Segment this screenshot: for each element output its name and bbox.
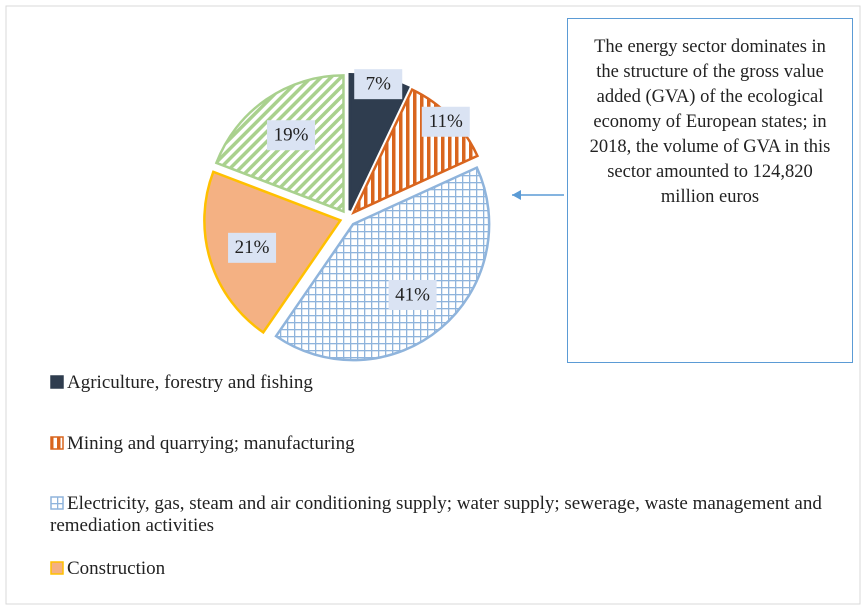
pie-slice (274, 165, 491, 362)
legend-entry: Agriculture, forestry and fishing (50, 372, 840, 394)
data-label: 7% (366, 74, 392, 95)
legend-swatch (50, 561, 64, 575)
labels: 7% 11% 41% 21% 19% (228, 69, 470, 310)
data-label: 11% (429, 111, 463, 132)
arrow-head (512, 190, 521, 200)
legend-entry: Electricity, gas, steam and air conditio… (50, 493, 840, 537)
label-box (228, 232, 277, 263)
label-box (267, 120, 316, 151)
legend-entry: Mining and quarrying; manufacturing (50, 433, 840, 455)
data-label: 41% (395, 284, 430, 305)
legend-entry: Construction (50, 558, 840, 580)
legend-swatch (50, 375, 64, 389)
label-box (388, 279, 437, 310)
legend-swatch (50, 496, 64, 510)
data-label: 19% (274, 125, 309, 146)
label-box (354, 69, 403, 100)
frame (5, 5, 861, 605)
legend-label: Mining and quarrying; manufacturing (67, 433, 355, 454)
legend-label: Construction (67, 558, 166, 579)
label-box (421, 106, 470, 137)
annotation: The energy sector dominates in the struc… (567, 18, 853, 363)
data-label: 21% (235, 237, 270, 258)
legend-swatch (50, 436, 64, 450)
legend-label: Electricity, gas, steam and air conditio… (50, 493, 822, 536)
legend-label: Agriculture, forestry and fishing (67, 372, 313, 393)
